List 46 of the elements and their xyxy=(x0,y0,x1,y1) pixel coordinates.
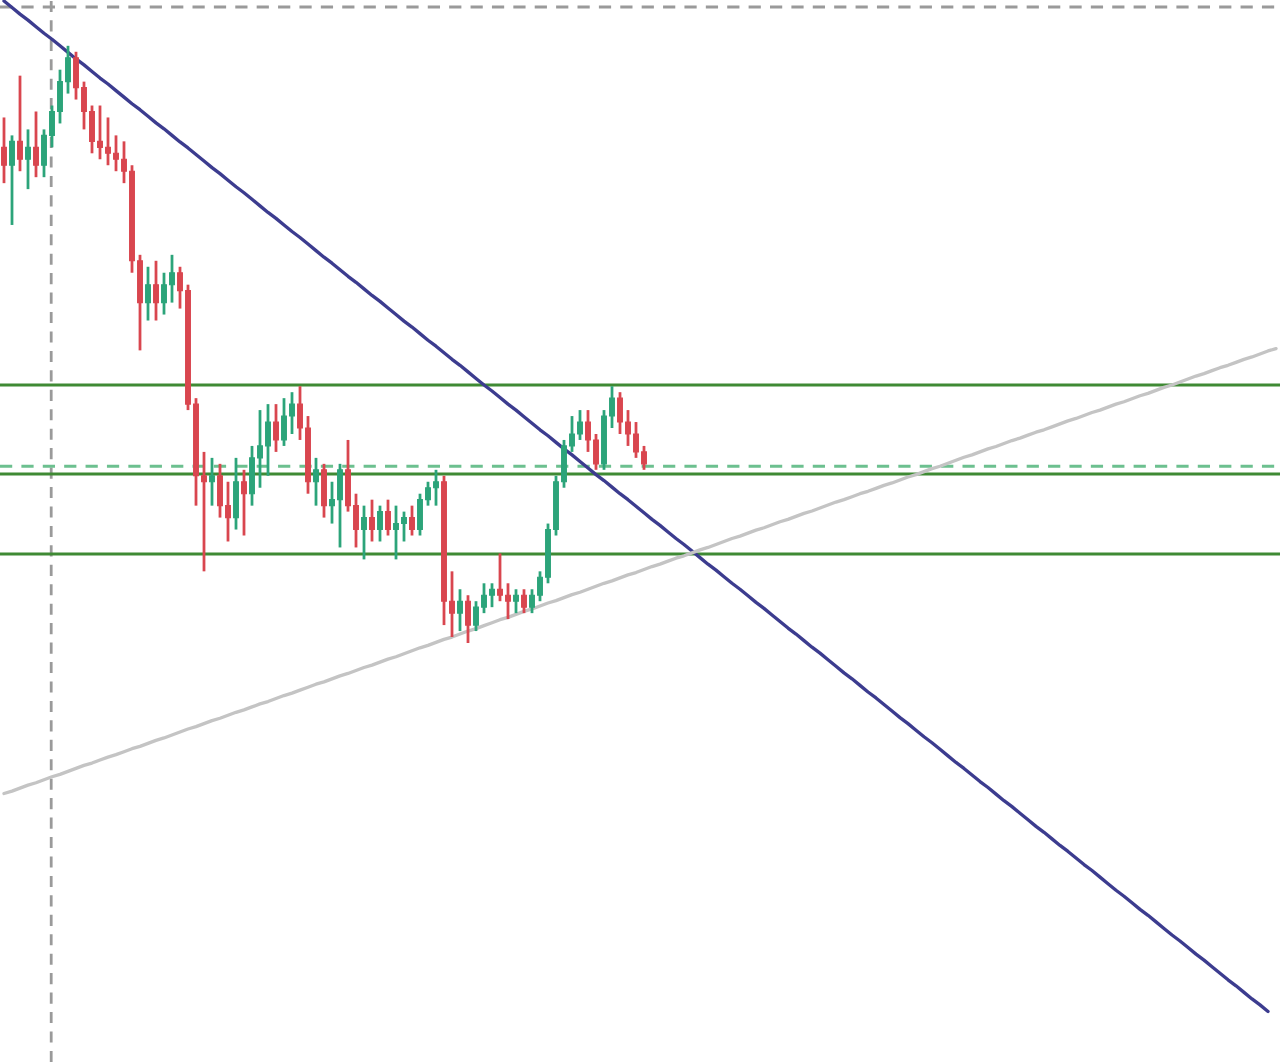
candlestick xyxy=(105,116,111,167)
candlestick xyxy=(401,510,407,543)
candlestick xyxy=(321,462,327,519)
candlestick xyxy=(217,462,223,519)
candlestick xyxy=(233,456,239,531)
candlestick xyxy=(241,468,247,537)
candlestick xyxy=(289,390,295,436)
candlestick xyxy=(265,402,271,478)
candlestick xyxy=(577,408,583,442)
candlestick xyxy=(409,504,415,537)
candlestick xyxy=(521,587,527,615)
candlestick xyxy=(489,581,495,609)
candlestick xyxy=(433,468,439,508)
candlestick xyxy=(97,104,103,161)
candlestick xyxy=(9,133,15,227)
candlestick xyxy=(465,593,471,645)
candlestick xyxy=(473,599,479,633)
candlestick xyxy=(457,587,463,633)
candlestick xyxy=(313,456,319,508)
candlestick xyxy=(25,128,31,191)
candlestick xyxy=(249,444,255,508)
candlestick xyxy=(225,480,231,543)
candlestick xyxy=(161,271,167,316)
candlestick xyxy=(281,396,287,448)
candlestick xyxy=(257,408,263,490)
candlestick xyxy=(169,253,175,304)
candlestick xyxy=(393,504,399,561)
candlestick xyxy=(617,390,623,436)
candlestick xyxy=(209,456,215,508)
candlestick xyxy=(361,504,367,561)
candlestick xyxy=(17,74,23,173)
candlestick xyxy=(417,492,423,537)
candlestick xyxy=(337,462,343,549)
candlestick xyxy=(113,133,119,173)
candlestick xyxy=(369,498,375,543)
candlestick xyxy=(273,402,279,454)
candlestick xyxy=(1,116,7,185)
candlestick xyxy=(145,265,151,322)
candlestick xyxy=(633,420,639,460)
candlestick xyxy=(513,587,519,615)
candlestick xyxy=(33,110,39,179)
candlestick xyxy=(377,504,383,543)
candlestick xyxy=(385,498,391,537)
candlestick xyxy=(153,259,159,322)
candlestick xyxy=(505,581,511,621)
candlestick xyxy=(497,552,503,603)
